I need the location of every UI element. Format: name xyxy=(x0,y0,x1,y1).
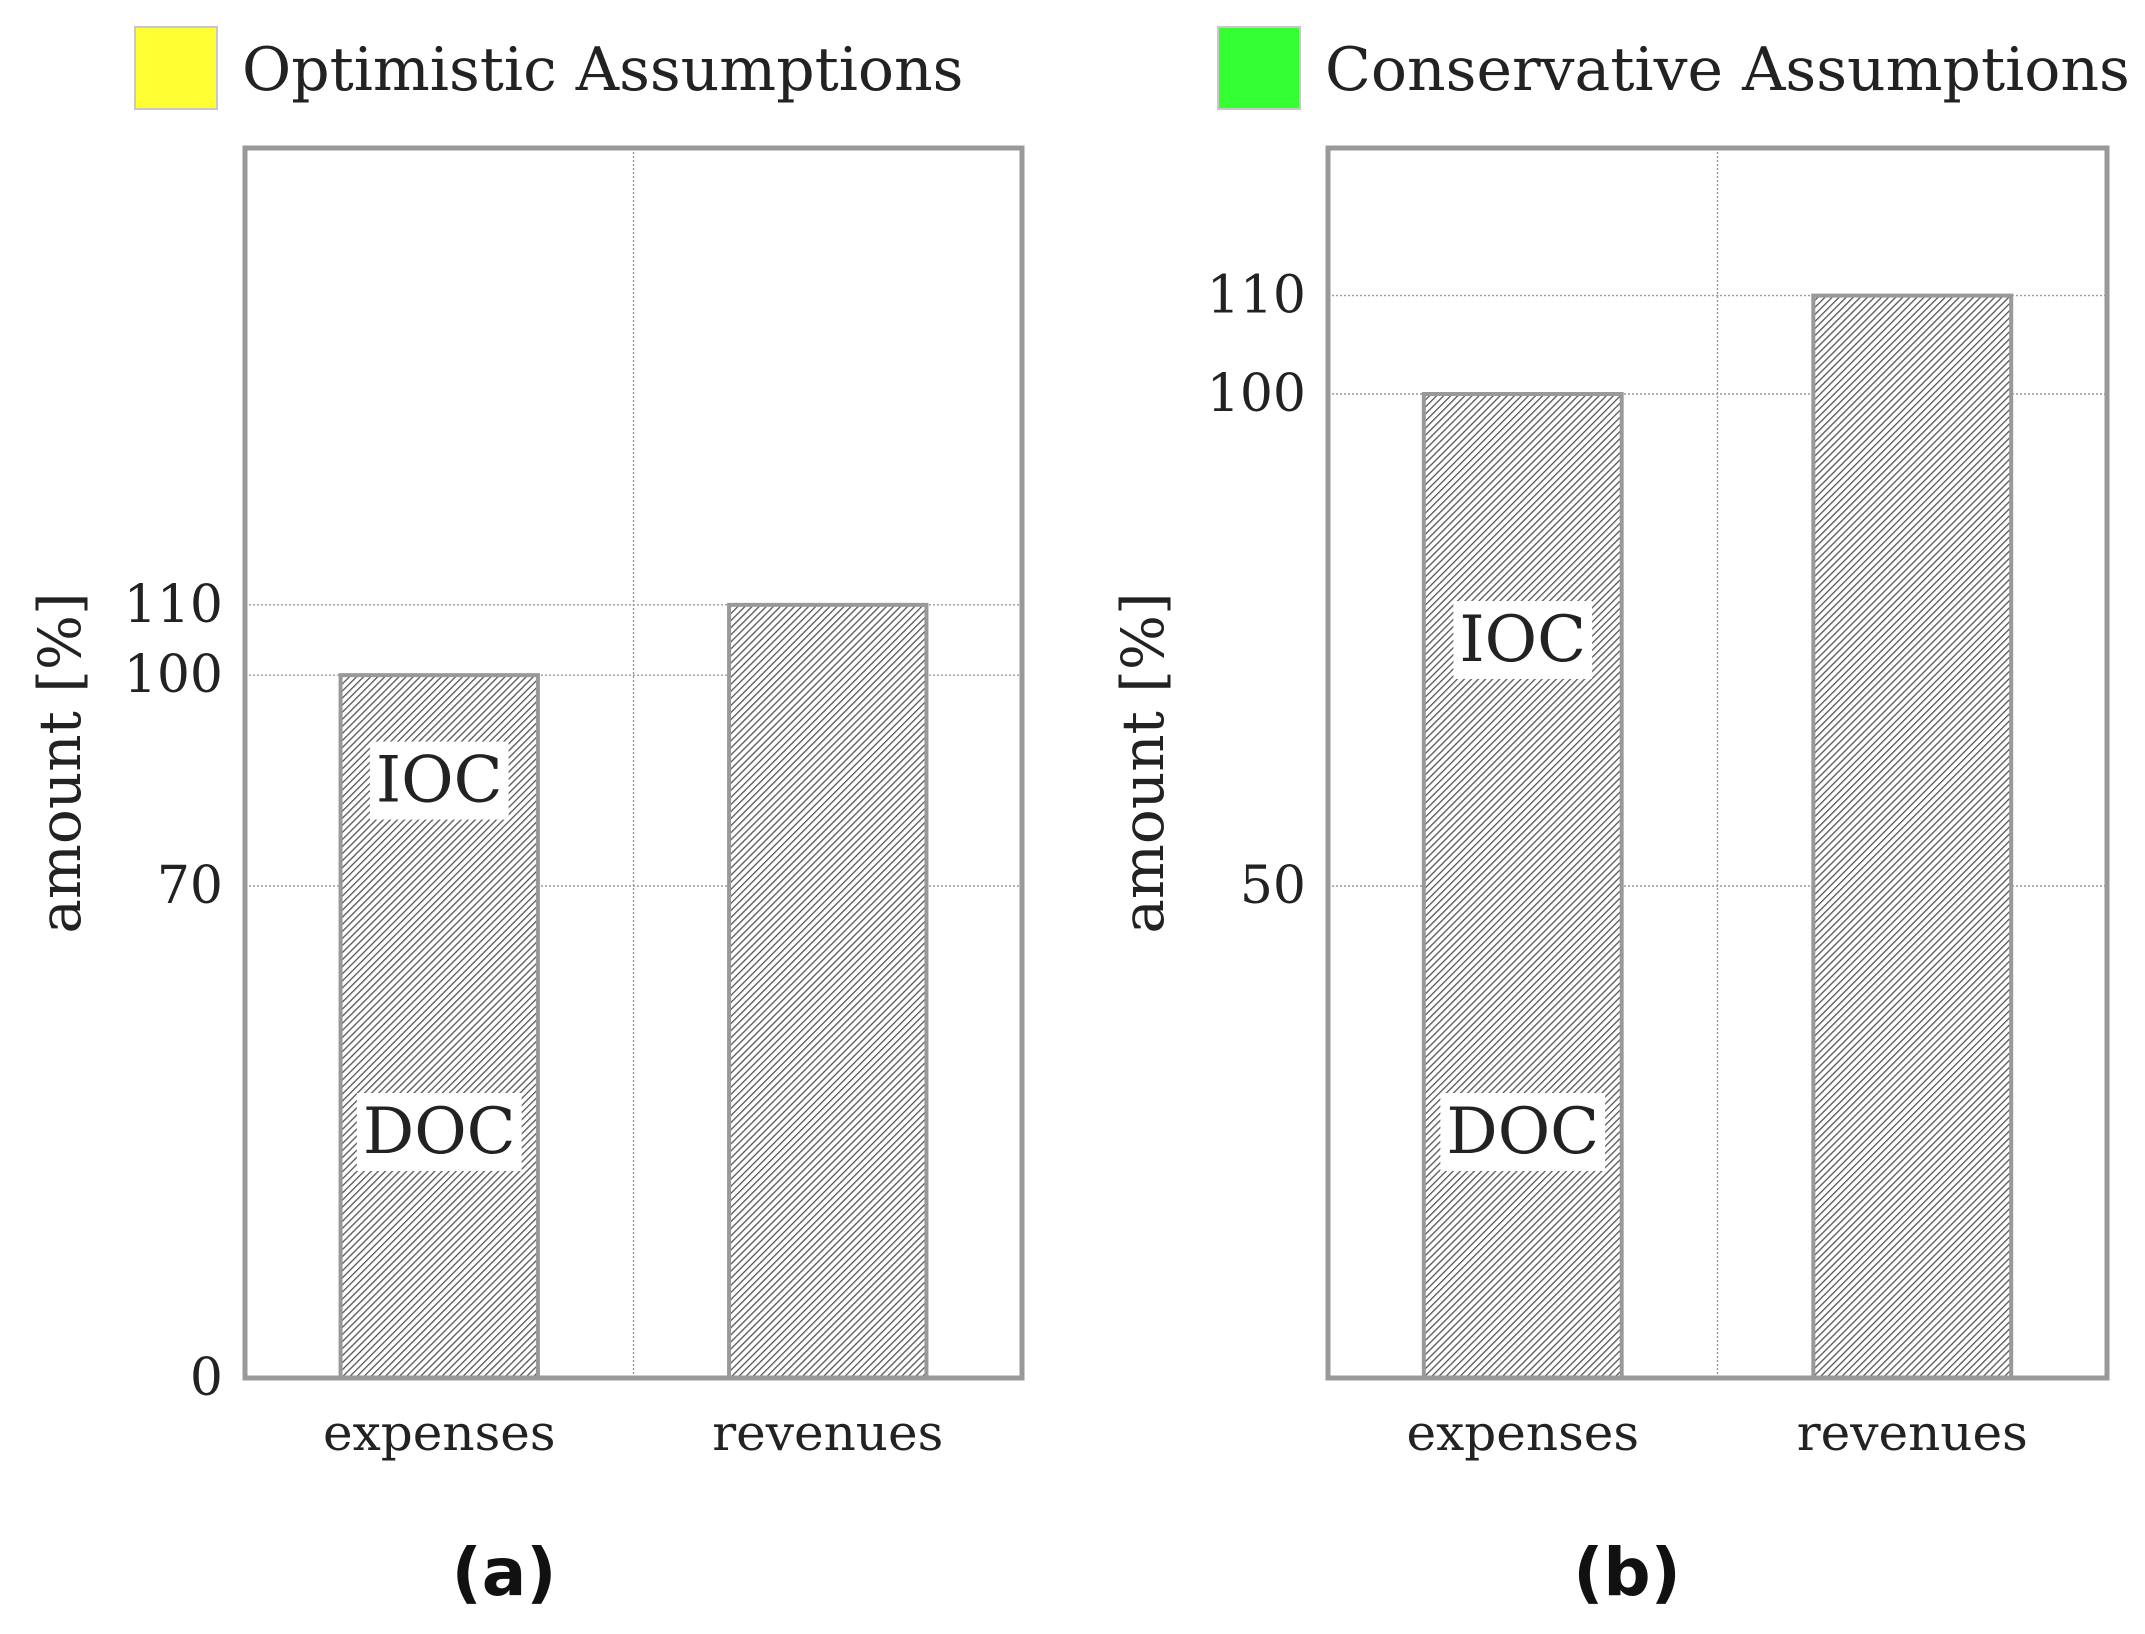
legend-label: Optimistic Assumptions xyxy=(242,35,963,105)
legend-swatch xyxy=(1217,26,1301,110)
bar-annotation: DOC xyxy=(1440,1093,1606,1171)
bar-annotation: DOC xyxy=(356,1093,522,1171)
y-tick-label: 100 xyxy=(1207,364,1306,424)
panel-label: (b) xyxy=(1573,1534,1681,1611)
plot-frame xyxy=(1325,145,2110,1381)
x-tick-label: revenues xyxy=(1797,1404,2028,1462)
bar-expenses xyxy=(1421,392,1624,1380)
legend-swatch xyxy=(134,26,218,110)
plot-frame xyxy=(242,145,1025,1381)
y-tick-label: 0 xyxy=(190,1348,223,1408)
bar-annotation-label: DOC xyxy=(363,1095,516,1169)
x-tick-label: expenses xyxy=(323,1404,556,1462)
y-tick-label: 110 xyxy=(1207,266,1306,326)
y-tick-label: 70 xyxy=(157,856,223,916)
chart-panel-b: Conservative Assumptions IOC DOC 50 100 110… xyxy=(1109,26,2130,1611)
panel-label: (a) xyxy=(452,1534,557,1611)
bar-annotation-label: DOC xyxy=(1446,1095,1599,1169)
bar-annotation: IOC xyxy=(1453,601,1593,679)
x-tick-label: revenues xyxy=(712,1404,943,1462)
y-axis-label: amount [%] xyxy=(26,592,94,933)
annotation-background xyxy=(369,741,509,820)
bar-revenues xyxy=(727,602,929,1380)
chart-panel-a: Optimistic Assumptions IOC DOC 0 70 100 110 e… xyxy=(26,26,1025,1611)
y-tick-label: 110 xyxy=(124,575,223,635)
annotation-background xyxy=(1440,1093,1606,1171)
bar-revenues xyxy=(1811,293,2014,1381)
x-tick-label: expenses xyxy=(1407,1404,1640,1462)
bar-annotation-label: IOC xyxy=(1459,603,1586,677)
bar-annotation-label: IOC xyxy=(376,744,503,818)
annotation-background xyxy=(356,1093,522,1171)
legend-label: Conservative Assumptions xyxy=(1325,35,2130,105)
bar-annotation: IOC xyxy=(369,741,509,820)
y-tick-label: 100 xyxy=(124,645,223,705)
y-axis-label: amount [%] xyxy=(1109,592,1177,933)
y-tick-label: 50 xyxy=(1240,856,1306,916)
annotation-background xyxy=(1453,601,1593,679)
